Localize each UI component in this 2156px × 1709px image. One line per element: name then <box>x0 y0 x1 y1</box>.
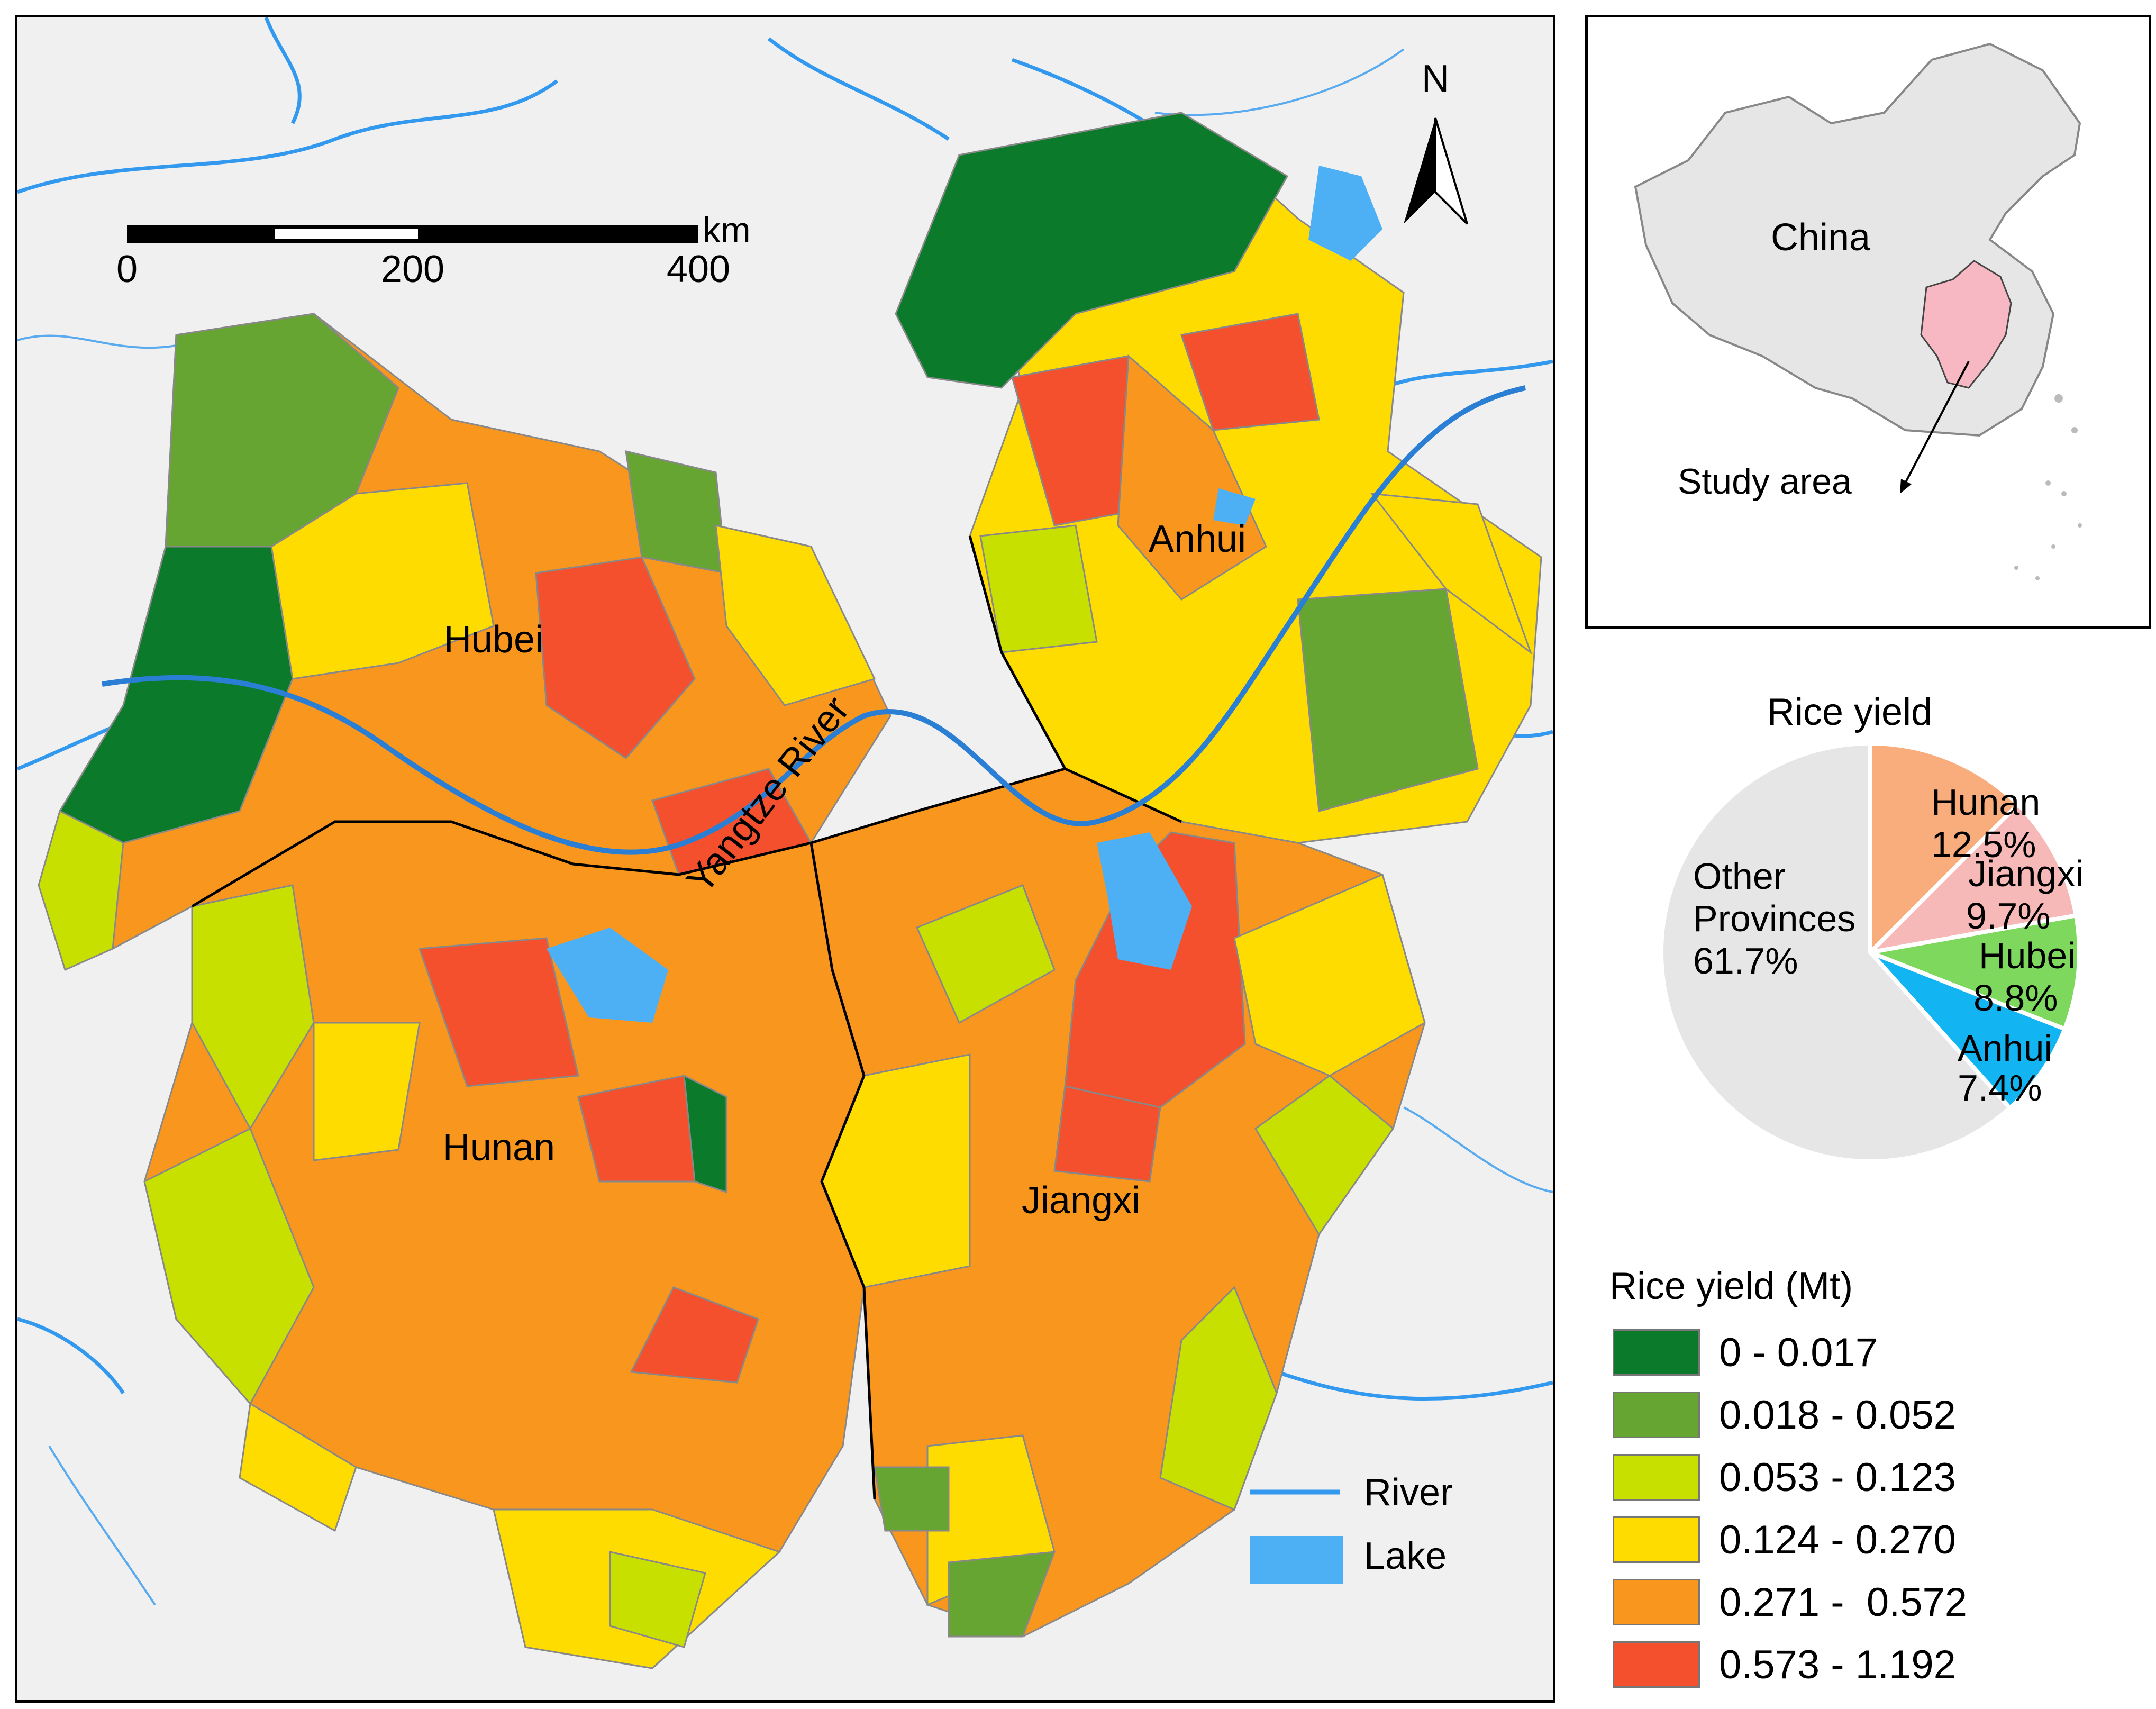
study-area-pointer <box>1904 361 1970 484</box>
legend-swatch <box>1613 1579 1700 1625</box>
scale-tick-400: 400 <box>667 248 730 290</box>
legend-swatch <box>1613 1516 1700 1563</box>
pie-value-label: 7.4% <box>1958 1067 2042 1108</box>
pie-value-label: 8.8% <box>1973 977 2058 1019</box>
legend-swatch <box>1613 1641 1700 1688</box>
scale-unit: km <box>703 210 751 250</box>
north-arrow-icon: N <box>1404 58 1468 225</box>
legend-label: 0.124 - 0.270 <box>1719 1517 1956 1562</box>
legend-row: 0 - 0.017 <box>1613 1328 1878 1377</box>
main-map-canvas: km 0 200 400 N Hubei Anhui Hunan Jiangxi… <box>17 17 1553 1669</box>
legend-swatch <box>1613 1392 1700 1438</box>
pie-category-label: Hunan <box>1931 781 2040 823</box>
inset-map: China Study area <box>1585 15 2151 629</box>
lake-legend-label: Lake <box>1364 1535 1447 1577</box>
label-anhui: Anhui <box>1149 518 1246 560</box>
legend-row: 0.573 - 1.192 <box>1613 1640 1956 1689</box>
pie-category-label: Other <box>1693 856 1786 897</box>
lakes <box>547 166 1382 1023</box>
legend-row: 0.053 - 0.123 <box>1613 1453 1956 1502</box>
feature-legend: River Lake <box>1250 1471 1453 1584</box>
legend-row: 0.271 - 0.572 <box>1613 1578 1967 1626</box>
scale-tick-200: 200 <box>381 248 444 290</box>
study-area-label: Study area <box>1678 461 1852 502</box>
label-hunan: Hunan <box>443 1126 555 1169</box>
river-legend-label: River <box>1364 1471 1453 1514</box>
label-hubei: Hubei <box>444 619 543 661</box>
china-label: China <box>1771 216 1871 259</box>
legend-swatch <box>1613 1329 1700 1376</box>
pie-category-label: Hubei <box>1979 935 2076 976</box>
scale-tick-0: 0 <box>116 248 138 290</box>
pie-slice-hubei <box>1862 913 2081 1032</box>
pie-value-label: 61.7% <box>1693 940 1798 981</box>
yangtze-river-line <box>102 385 1526 855</box>
pointer-arrowhead-icon <box>1900 479 1912 494</box>
legend-row: 0.124 - 0.270 <box>1613 1515 1956 1564</box>
pie-slice-other-provinces <box>1659 741 2013 1163</box>
pie-category-label: Provinces <box>1693 898 1855 939</box>
study-area-highlight <box>1920 260 2012 389</box>
legend-label: 0.271 - 0.572 <box>1719 1579 1968 1625</box>
pie-title: Rice yield <box>1767 691 1933 733</box>
main-map: km 0 200 400 N Hubei Anhui Hunan Jiangxi… <box>15 15 1555 1703</box>
pie-value-label: 12.5% <box>1931 824 2036 865</box>
pie-value-label: 9.7% <box>1966 895 2051 937</box>
legend-label: 0.573 - 1.192 <box>1719 1642 1956 1687</box>
pie-category-label: Anhui <box>1958 1028 2052 1069</box>
province-boundaries <box>191 535 1182 1499</box>
legend-row: 0.018 - 0.052 <box>1613 1390 1956 1439</box>
legend-label: 0 - 0.017 <box>1719 1330 1878 1375</box>
yield-regions <box>38 112 1542 1669</box>
yield-legend-title: Rice yield (Mt) <box>1609 1265 1853 1307</box>
label-jiangxi: Jiangxi <box>1022 1179 1140 1222</box>
scale-bar: km 0 200 400 <box>116 210 751 290</box>
legend-label: 0.053 - 0.123 <box>1719 1455 1956 1500</box>
island-marks <box>2014 394 2082 580</box>
pie-slice-jiangxi <box>1864 801 2079 956</box>
pie-category-label: Jiangxi <box>1968 853 2084 894</box>
pie-slice-anhui <box>1869 950 2068 1111</box>
legend-swatch <box>1613 1454 1700 1501</box>
inset-map-canvas: China Study area <box>1634 42 2082 580</box>
lake-legend-swatch <box>1250 1536 1343 1584</box>
legend-label: 0.018 - 0.052 <box>1719 1392 1956 1438</box>
minor-rivers <box>17 48 1553 1606</box>
north-label: N <box>1422 58 1449 100</box>
pie-slice-hunan <box>1868 741 2021 958</box>
